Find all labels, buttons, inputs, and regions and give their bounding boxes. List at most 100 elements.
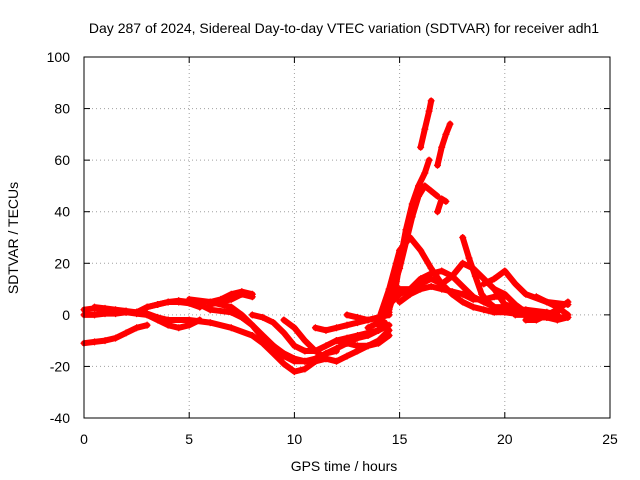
data-point: [301, 365, 309, 373]
data-point: [354, 342, 362, 350]
data-point: [417, 246, 425, 254]
data-point: [364, 342, 372, 350]
data-point: [280, 329, 288, 337]
data-point: [459, 298, 467, 306]
data-point: [332, 337, 340, 345]
series-band: [434, 121, 454, 169]
data-point: [406, 234, 414, 241]
data-point: [91, 311, 99, 319]
data-point: [490, 303, 498, 311]
data-point: [122, 329, 130, 337]
data-point: [427, 187, 435, 195]
data-point: [385, 301, 393, 309]
data-point: [438, 285, 446, 293]
series-sat-11: [206, 288, 256, 306]
data-point: [311, 347, 319, 355]
data-point: [396, 298, 404, 306]
x-tick-label: 15: [392, 431, 408, 447]
data-point: [322, 355, 330, 363]
x-tick-label: 5: [185, 431, 193, 447]
series-sat-15: [332, 331, 393, 350]
data-point: [217, 295, 225, 303]
data-point: [112, 334, 120, 342]
x-tick-label: 0: [80, 431, 88, 447]
y-tick-labels: -40 -20 0 20 40 60 80 100: [47, 49, 71, 426]
series-sat-21: [433, 120, 454, 169]
series-sat-18: [417, 97, 435, 151]
series-sat-1: [80, 321, 151, 347]
y-tick-label: 100: [47, 49, 71, 65]
data-point: [112, 306, 120, 314]
data-point: [311, 357, 319, 365]
data-point: [396, 246, 404, 254]
y-axis-label: SDTVAR / TECUs: [5, 182, 21, 294]
data-point: [175, 324, 183, 332]
data-point: [484, 298, 492, 306]
data-point: [269, 319, 277, 327]
data-point: [511, 301, 519, 309]
data-point: [459, 282, 467, 290]
data-point: [343, 321, 351, 329]
data-point: [290, 368, 298, 376]
x-tick-label: 10: [287, 431, 303, 447]
grid-lines: [84, 57, 610, 418]
data-point: [133, 324, 141, 332]
series-sat-17: [364, 156, 433, 332]
data-point: [238, 288, 246, 296]
data-point: [490, 285, 498, 293]
data-point: [227, 308, 235, 316]
data-point: [459, 290, 467, 298]
data-point: [415, 182, 423, 190]
y-tick-label: 60: [54, 152, 70, 168]
data-point: [290, 324, 298, 332]
data-point: [301, 357, 309, 365]
x-tick-label: 20: [497, 431, 513, 447]
data-point: [553, 303, 561, 311]
data-point: [280, 350, 288, 358]
data-point: [490, 275, 498, 283]
data-point: [290, 342, 298, 350]
data-point: [438, 267, 446, 275]
data-point: [91, 303, 99, 311]
data-point: [290, 355, 298, 363]
data-point: [427, 97, 435, 105]
data-point: [522, 316, 530, 324]
series-band: [386, 260, 519, 311]
data-point: [122, 307, 130, 315]
data-point: [396, 290, 404, 298]
x-tick-labels: 0 5 10 15 20 25: [80, 431, 618, 447]
data-point: [280, 316, 288, 324]
data-point: [425, 107, 433, 115]
data-point: [421, 182, 429, 190]
data-point: [280, 360, 288, 368]
data-point: [421, 169, 429, 177]
data-point: [206, 319, 214, 327]
data-point: [332, 347, 340, 355]
data-point: [354, 331, 362, 339]
data-point: [442, 197, 450, 205]
data-point: [433, 161, 441, 169]
plot-frame: [83, 56, 611, 419]
data-point: [185, 316, 193, 324]
series-sat-20: [433, 195, 450, 216]
x-axis-label: GPS time / hours: [291, 458, 398, 474]
data-point: [322, 342, 330, 350]
data-point: [459, 259, 467, 267]
data-point: [185, 295, 193, 303]
data-point: [415, 192, 423, 200]
y-tick-label: 0: [62, 307, 70, 323]
data-point: [490, 293, 498, 301]
data-point: [154, 301, 162, 309]
data-point: [332, 357, 340, 365]
data-point: [425, 156, 433, 164]
x-tick-label: 25: [602, 431, 618, 447]
data-point: [465, 254, 473, 262]
data-point: [427, 275, 435, 283]
data-point: [553, 313, 561, 321]
data-point: [511, 280, 519, 288]
data-point: [532, 293, 540, 301]
data-point: [206, 298, 214, 306]
y-tick-label: 20: [54, 255, 70, 271]
data-point: [564, 311, 572, 319]
